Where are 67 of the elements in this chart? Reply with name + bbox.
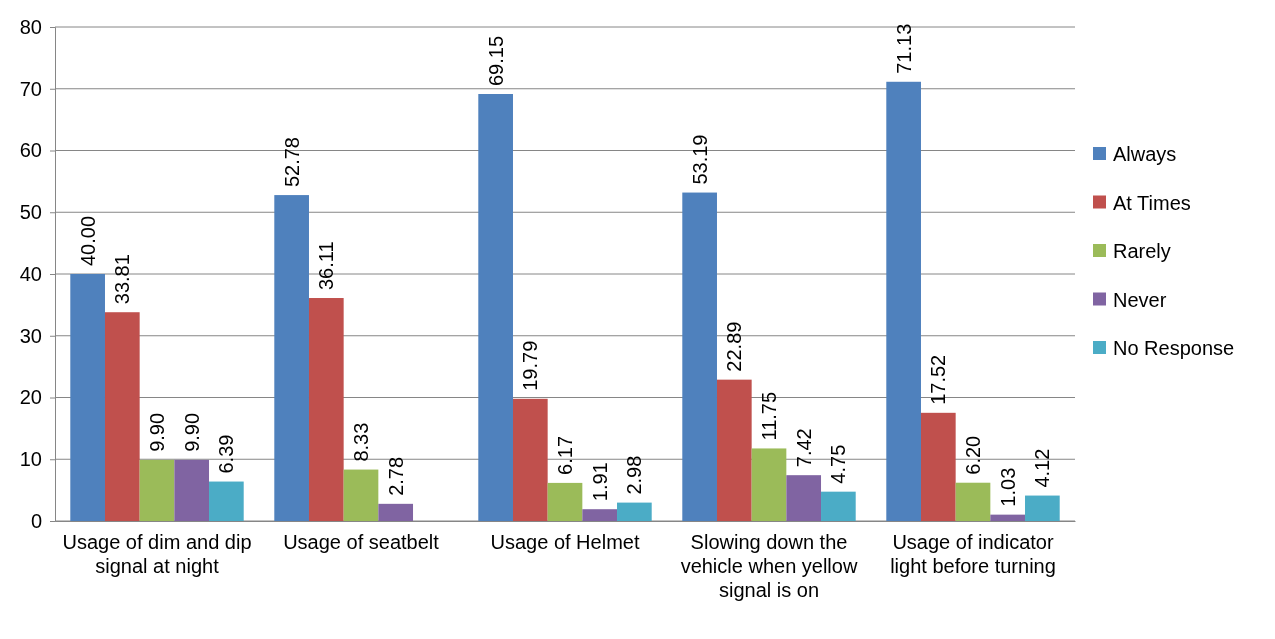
data-label: 2.98 bbox=[623, 455, 646, 495]
bar bbox=[104, 312, 140, 521]
y-tick-label: 0 bbox=[30, 509, 42, 532]
bar bbox=[139, 459, 175, 521]
bar bbox=[1025, 495, 1060, 521]
bar bbox=[274, 195, 309, 521]
bar bbox=[547, 482, 583, 521]
legend-label: Always bbox=[1113, 143, 1177, 165]
data-label: 36.11 bbox=[315, 241, 338, 291]
data-label: 7.42 bbox=[792, 428, 815, 468]
bar bbox=[343, 469, 379, 521]
data-label: 9.90 bbox=[180, 412, 203, 452]
data-label: 6.17 bbox=[554, 435, 576, 475]
legend-label: No Response bbox=[1113, 337, 1235, 359]
bar bbox=[886, 81, 921, 521]
data-label: 2.78 bbox=[384, 456, 407, 496]
y-tick-label: 30 bbox=[19, 324, 42, 347]
x-tick-label: Usage of seatbelt bbox=[283, 531, 440, 554]
x-tick-label: Usage of Helmet bbox=[490, 531, 640, 554]
data-label: 71.13 bbox=[892, 23, 915, 74]
data-label: 33.81 bbox=[111, 254, 134, 305]
legend-label: Rarely bbox=[1113, 240, 1171, 262]
bar bbox=[821, 491, 856, 521]
data-label: 6.39 bbox=[215, 434, 238, 474]
legend-label: At Times bbox=[1113, 191, 1191, 214]
y-tick-label: 20 bbox=[19, 386, 42, 409]
data-label: 11.75 bbox=[758, 391, 780, 441]
y-tick-label: 40 bbox=[19, 262, 42, 285]
bar bbox=[716, 379, 752, 521]
data-label: 22.89 bbox=[723, 321, 746, 372]
bar bbox=[512, 398, 548, 521]
data-label: 4.75 bbox=[827, 444, 850, 484]
legend-label: Never bbox=[1113, 288, 1167, 311]
data-label: 17.52 bbox=[927, 354, 950, 405]
data-label: 8.33 bbox=[350, 422, 372, 462]
bar bbox=[955, 482, 991, 521]
data-label: 52.78 bbox=[280, 137, 303, 188]
bar bbox=[617, 502, 652, 521]
bar bbox=[378, 503, 414, 521]
bar bbox=[990, 514, 1026, 521]
bar bbox=[920, 412, 956, 521]
x-tick-label: Slowing down the vehicle when yellow signal is on bbox=[680, 531, 858, 602]
data-label: 6.20 bbox=[962, 435, 984, 475]
data-label: 19.79 bbox=[519, 340, 542, 391]
bar bbox=[682, 192, 717, 521]
bar bbox=[70, 274, 105, 521]
x-tick-label: Usage of dim and dip signal at night bbox=[62, 531, 252, 578]
data-label: 40.00 bbox=[76, 215, 99, 266]
x-tick-label: Usage of indicator light before turning bbox=[890, 531, 1056, 578]
data-label: 4.12 bbox=[1031, 448, 1054, 488]
bar bbox=[209, 481, 244, 521]
bar bbox=[751, 448, 787, 521]
y-tick-label: 80 bbox=[19, 15, 42, 38]
y-tick-label: 10 bbox=[19, 448, 42, 471]
bar bbox=[308, 298, 344, 521]
y-tick-label: 70 bbox=[19, 77, 42, 100]
data-label: 1.91 bbox=[588, 462, 611, 502]
y-tick-label: 60 bbox=[19, 139, 42, 162]
y-tick-label: 50 bbox=[19, 201, 42, 224]
bar bbox=[582, 509, 618, 521]
bar bbox=[174, 459, 210, 521]
data-label: 53.19 bbox=[688, 134, 711, 185]
bar bbox=[786, 475, 822, 521]
data-label: 1.03 bbox=[996, 467, 1019, 507]
data-label: 69.15 bbox=[484, 35, 507, 86]
data-label: 9.90 bbox=[146, 412, 168, 452]
bar bbox=[478, 94, 513, 521]
